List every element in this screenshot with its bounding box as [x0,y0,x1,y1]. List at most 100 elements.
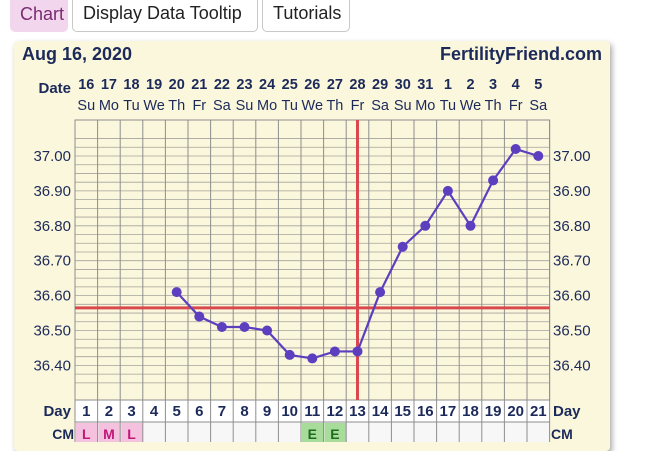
cycle-day-label: 5 [173,403,181,420]
date-label: 5 [534,77,542,93]
date-label: 29 [372,77,388,93]
weekday-label: Sa [213,98,232,114]
cycle-day-label: 19 [485,403,502,420]
temperature-point [397,241,408,252]
weekday-label: Su [236,98,254,114]
date-label: 16 [78,77,94,93]
brand-label: FertilityFriend.com [440,44,602,64]
cycle-day-label: 10 [281,403,298,420]
temperature-point [329,346,340,357]
weekday-label: Th [485,98,502,114]
date-label: 27 [327,77,343,93]
cycle-day-label: 20 [507,403,524,420]
cycle-day-label: 21 [530,403,547,420]
temperature-point [533,151,544,161]
date-label: 26 [304,77,320,93]
date-label: 19 [146,77,162,93]
date-label: 23 [236,77,252,93]
weekday-label: We [460,98,482,114]
cycle-day-label: 17 [440,403,457,420]
cycle-day-label: 1 [82,403,90,420]
date-label: 22 [214,77,230,93]
cm-row-label-right: CM [551,426,573,442]
cycle-day-label: 9 [263,403,271,420]
date-label: 31 [417,77,433,93]
display-data-tooltip-button[interactable]: Display Data Tooltip [72,0,258,32]
y-tick-label-left: 36.50 [33,323,71,340]
weekday-label: Tu [282,98,298,114]
cycle-day-label: 7 [218,403,226,420]
weekday-label: Fr [192,98,206,114]
y-tick-label-right: 36.40 [553,357,591,374]
date-label: 25 [282,77,298,93]
cycle-day-label: 12 [327,403,344,420]
temperature-point [420,220,431,231]
temperature-point [307,353,318,364]
toolbar: Chart Display Data Tooltip Tutorials [0,0,665,40]
temperature-point [239,322,250,333]
date-label: 17 [101,77,117,93]
date-label: 24 [259,77,275,93]
cm-value: L [127,426,136,442]
weekday-label: Sa [371,98,390,114]
temperature-point [194,311,205,322]
date-label: 30 [395,77,411,93]
date-label: 2 [466,77,474,93]
day-row-label: Day [43,403,71,420]
weekday-label: Fr [351,98,365,114]
cycle-day-label: 6 [195,403,203,420]
chart-button[interactable]: Chart [10,0,68,32]
y-tick-label-right: 36.60 [553,288,591,305]
temperature-point [352,346,363,357]
y-tick-label-right: 36.50 [553,323,591,340]
cycle-day-label: 8 [240,403,248,420]
y-tick-label-left: 36.40 [33,357,71,374]
y-tick-label-left: 37.00 [33,148,71,165]
weekday-label: Mo [257,98,277,114]
temperature-point [375,287,386,298]
weekday-label: Su [394,98,412,114]
y-tick-label-right: 36.90 [553,183,591,200]
cycle-day-label: 13 [349,403,366,420]
cm-row-label: CM [52,426,74,442]
cm-cell [302,423,324,442]
y-tick-label-left: 36.90 [33,183,71,200]
weekday-label: Tu [440,98,456,114]
cycle-day-label: 18 [462,403,479,420]
cm-cell [98,423,121,442]
date-label: 18 [123,77,139,93]
cm-cell [121,423,143,442]
date-label: 28 [349,77,365,93]
temperature-point [488,175,499,186]
cm-value: L [82,426,91,442]
temperature-point [216,322,227,333]
cycle-day-label: 14 [372,403,389,420]
cycle-day-label: 16 [417,403,434,420]
tutorials-button[interactable]: Tutorials [262,0,350,32]
cm-cell [76,423,98,442]
temperature-point [510,144,521,155]
weekday-label: Th [326,98,343,114]
temperature-point [442,185,453,196]
temperature-point [284,349,295,360]
y-tick-label-right: 36.70 [553,253,591,270]
date-label: 21 [191,77,207,93]
cm-cell [324,423,347,442]
weekday-label: We [143,98,165,114]
weekday-label: Su [77,98,95,114]
y-tick-label-left: 36.60 [33,288,71,305]
cycle-day-label: 3 [127,403,135,420]
plot-area [74,119,551,401]
temperature-point [465,220,476,231]
date-label: 20 [169,77,185,93]
day-row-label-right: Day [553,403,581,420]
date-label: 1 [444,77,452,93]
temperature-point [171,287,182,298]
y-tick-label-right: 37.00 [553,148,591,165]
weekday-label: We [302,98,324,114]
weekday-label: Mo [99,98,119,114]
date-label: 4 [512,77,520,93]
date-label: 3 [489,77,497,93]
cycle-day-label: 2 [105,403,113,420]
